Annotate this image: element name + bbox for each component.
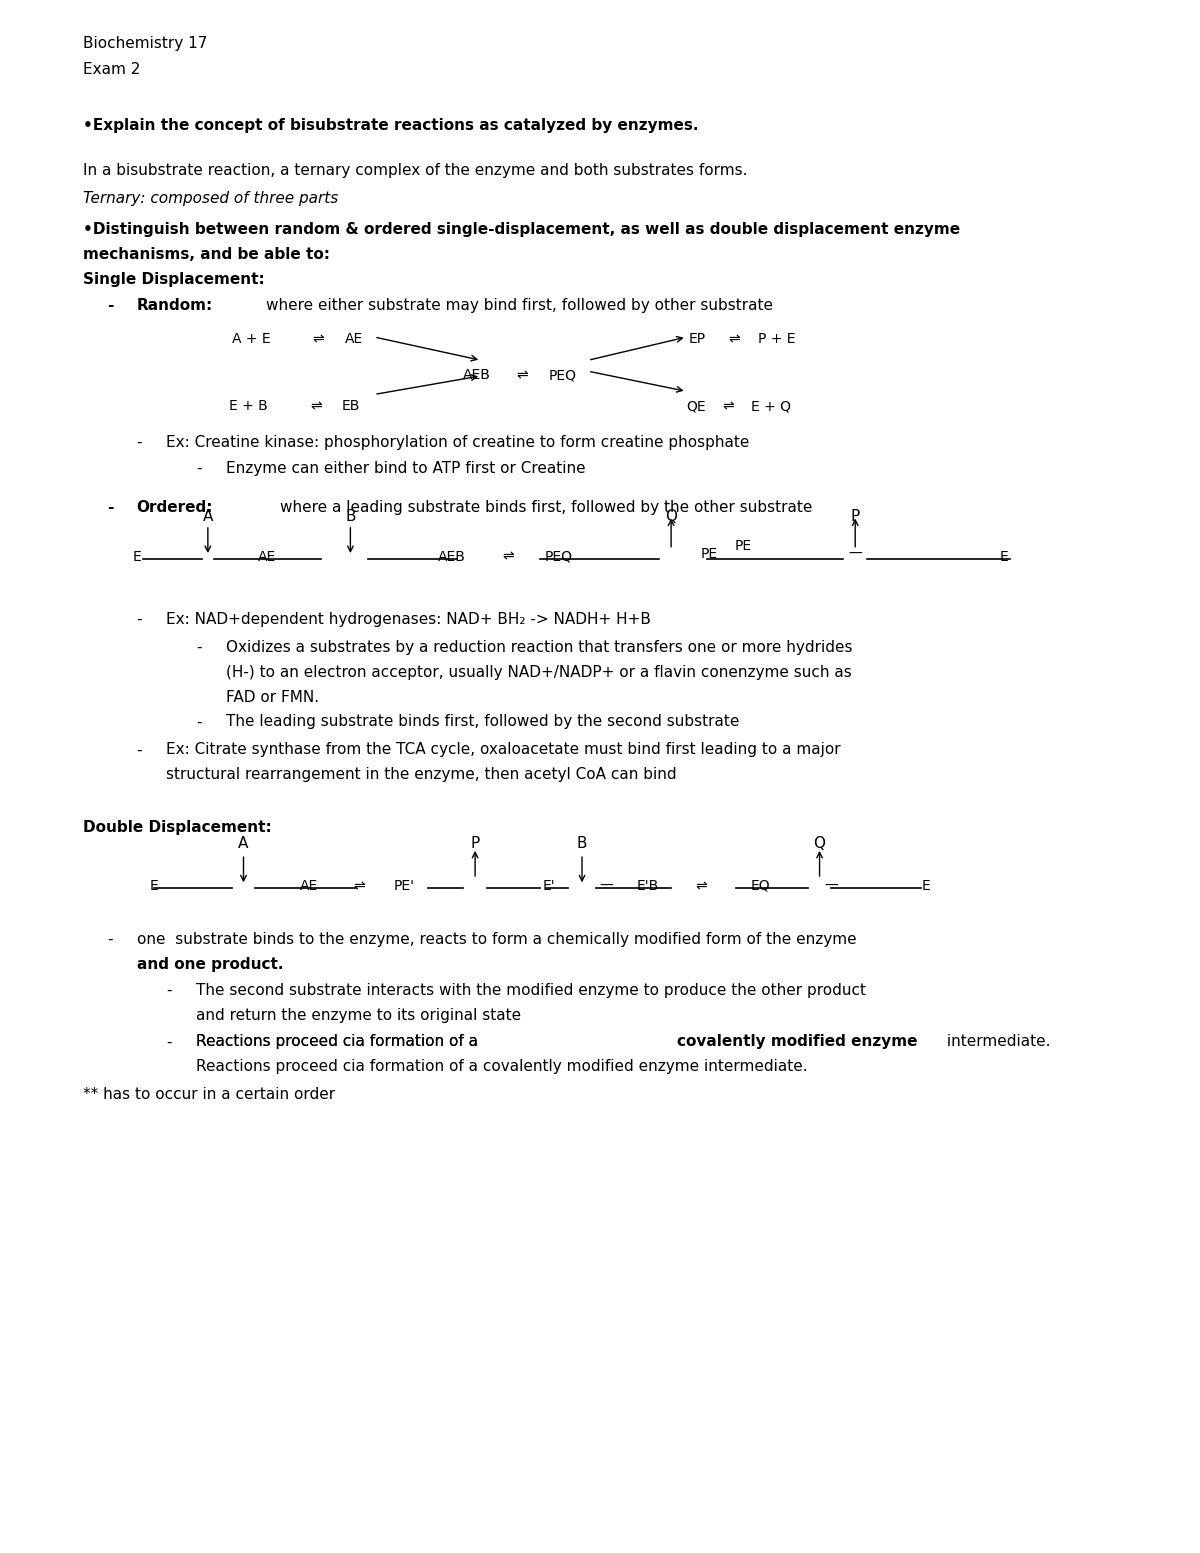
Text: -: - [137, 612, 142, 627]
Text: E + B: E + B [229, 399, 268, 413]
Text: PEQ: PEQ [545, 550, 572, 564]
Text: and one product.: and one product. [137, 957, 283, 972]
Text: E: E [132, 550, 140, 564]
Text: In a bisubstrate reaction, a ternary complex of the enzyme and both substrates f: In a bisubstrate reaction, a ternary com… [83, 163, 748, 179]
Text: ⇌: ⇌ [728, 332, 739, 346]
Text: PE': PE' [394, 879, 414, 893]
Text: P: P [470, 836, 480, 851]
Text: ⇌: ⇌ [503, 550, 514, 564]
Text: ⇌: ⇌ [517, 368, 528, 382]
Text: Enzyme can either bind to ATP first or Creatine: Enzyme can either bind to ATP first or C… [226, 461, 586, 477]
Text: ⇌: ⇌ [353, 879, 365, 893]
Text: Ordered:: Ordered: [137, 500, 214, 516]
Text: E: E [150, 879, 158, 893]
Text: intermediate.: intermediate. [942, 1034, 1050, 1050]
Text: EQ: EQ [750, 879, 770, 893]
Text: AEB: AEB [438, 550, 466, 564]
Text: -: - [107, 500, 113, 516]
Text: •Explain the concept of bisubstrate reactions as catalyzed by enzymes.: •Explain the concept of bisubstrate reac… [83, 118, 698, 134]
Text: —: — [848, 547, 862, 561]
Text: Q: Q [814, 836, 826, 851]
Text: Reactions proceed cia formation of a: Reactions proceed cia formation of a [196, 1034, 482, 1050]
Text: ⇌: ⇌ [312, 332, 324, 346]
Text: Reactions proceed cia formation of a covalently modified enzyme intermediate.: Reactions proceed cia formation of a cov… [196, 1059, 808, 1075]
Text: -: - [167, 983, 172, 999]
Text: Ternary: composed of three parts: Ternary: composed of three parts [83, 191, 338, 207]
Text: mechanisms, and be able to:: mechanisms, and be able to: [83, 247, 330, 262]
Text: E: E [922, 879, 931, 893]
Text: and return the enzyme to its original state: and return the enzyme to its original st… [196, 1008, 521, 1023]
Text: A + E: A + E [232, 332, 270, 346]
Text: one  substrate binds to the enzyme, reacts to form a chemically modified form of: one substrate binds to the enzyme, react… [137, 932, 857, 947]
Text: Ex: Creatine kinase: phosphorylation of creatine to form creatine phosphate: Ex: Creatine kinase: phosphorylation of … [167, 435, 750, 450]
Text: B: B [346, 509, 355, 525]
Text: ⇌: ⇌ [695, 879, 707, 893]
Text: —: — [824, 879, 839, 893]
Text: -: - [107, 932, 113, 947]
Text: —: — [599, 879, 613, 893]
Text: Random:: Random: [137, 298, 212, 314]
Text: PE: PE [734, 539, 752, 553]
Text: PEQ: PEQ [548, 368, 577, 382]
Text: ⇌: ⇌ [310, 399, 322, 413]
Text: -: - [167, 1034, 172, 1050]
Text: A: A [239, 836, 248, 851]
Text: QE: QE [686, 399, 706, 413]
Text: The leading substrate binds first, followed by the second substrate: The leading substrate binds first, follo… [226, 714, 739, 730]
Text: -: - [107, 298, 113, 314]
Text: EB: EB [342, 399, 360, 413]
Text: Oxidizes a substrates by a reduction reaction that transfers one or more hydride: Oxidizes a substrates by a reduction rea… [226, 640, 852, 655]
Text: •Distinguish between random & ordered single-displacement, as well as double dis: •Distinguish between random & ordered si… [83, 222, 960, 238]
Text: structural rearrangement in the enzyme, then acetyl CoA can bind: structural rearrangement in the enzyme, … [167, 767, 677, 783]
Text: Biochemistry 17: Biochemistry 17 [83, 36, 208, 51]
Text: AE: AE [344, 332, 362, 346]
Text: -: - [137, 435, 142, 450]
Text: Reactions proceed cia formation of a: Reactions proceed cia formation of a [196, 1034, 482, 1050]
Text: ⇌: ⇌ [722, 399, 733, 413]
Text: Double Displacement:: Double Displacement: [83, 820, 272, 836]
Text: AEB: AEB [463, 368, 491, 382]
Text: -: - [196, 714, 202, 730]
Text: where a leading substrate binds first, followed by the other substrate: where a leading substrate binds first, f… [281, 500, 812, 516]
Text: -: - [196, 461, 202, 477]
Text: B: B [577, 836, 587, 851]
Text: Ex: NAD+dependent hydrogenases: NAD+ BH₂ -> NADH+ H+B: Ex: NAD+dependent hydrogenases: NAD+ BH₂… [167, 612, 652, 627]
Text: FAD or FMN.: FAD or FMN. [226, 690, 319, 705]
Text: AE: AE [300, 879, 318, 893]
Text: EP: EP [689, 332, 706, 346]
Text: P: P [851, 509, 860, 525]
Text: AE: AE [258, 550, 276, 564]
Text: -: - [137, 742, 142, 758]
Text: -: - [196, 640, 202, 655]
Text: (H-) to an electron acceptor, usually NAD+/NADP+ or a flavin conenzyme such as: (H-) to an electron acceptor, usually NA… [226, 665, 852, 680]
Text: ** has to occur in a certain order: ** has to occur in a certain order [83, 1087, 335, 1103]
Text: P + E: P + E [758, 332, 796, 346]
Text: where either substrate may bind first, followed by other substrate: where either substrate may bind first, f… [266, 298, 773, 314]
Text: E'B: E'B [636, 879, 659, 893]
Text: PE: PE [701, 547, 718, 561]
Text: Q: Q [665, 509, 677, 525]
Text: E': E' [542, 879, 556, 893]
Text: E: E [1000, 550, 1008, 564]
Text: The second substrate interacts with the modified enzyme to produce the other pro: The second substrate interacts with the … [196, 983, 866, 999]
Text: E + Q: E + Q [751, 399, 791, 413]
Text: A: A [203, 509, 214, 525]
Text: Exam 2: Exam 2 [83, 62, 140, 78]
Text: covalently modified enzyme: covalently modified enzyme [677, 1034, 918, 1050]
Text: Ex: Citrate synthase from the TCA cycle, oxaloacetate must bind first leading to: Ex: Citrate synthase from the TCA cycle,… [167, 742, 841, 758]
Text: Single Displacement:: Single Displacement: [83, 272, 265, 287]
